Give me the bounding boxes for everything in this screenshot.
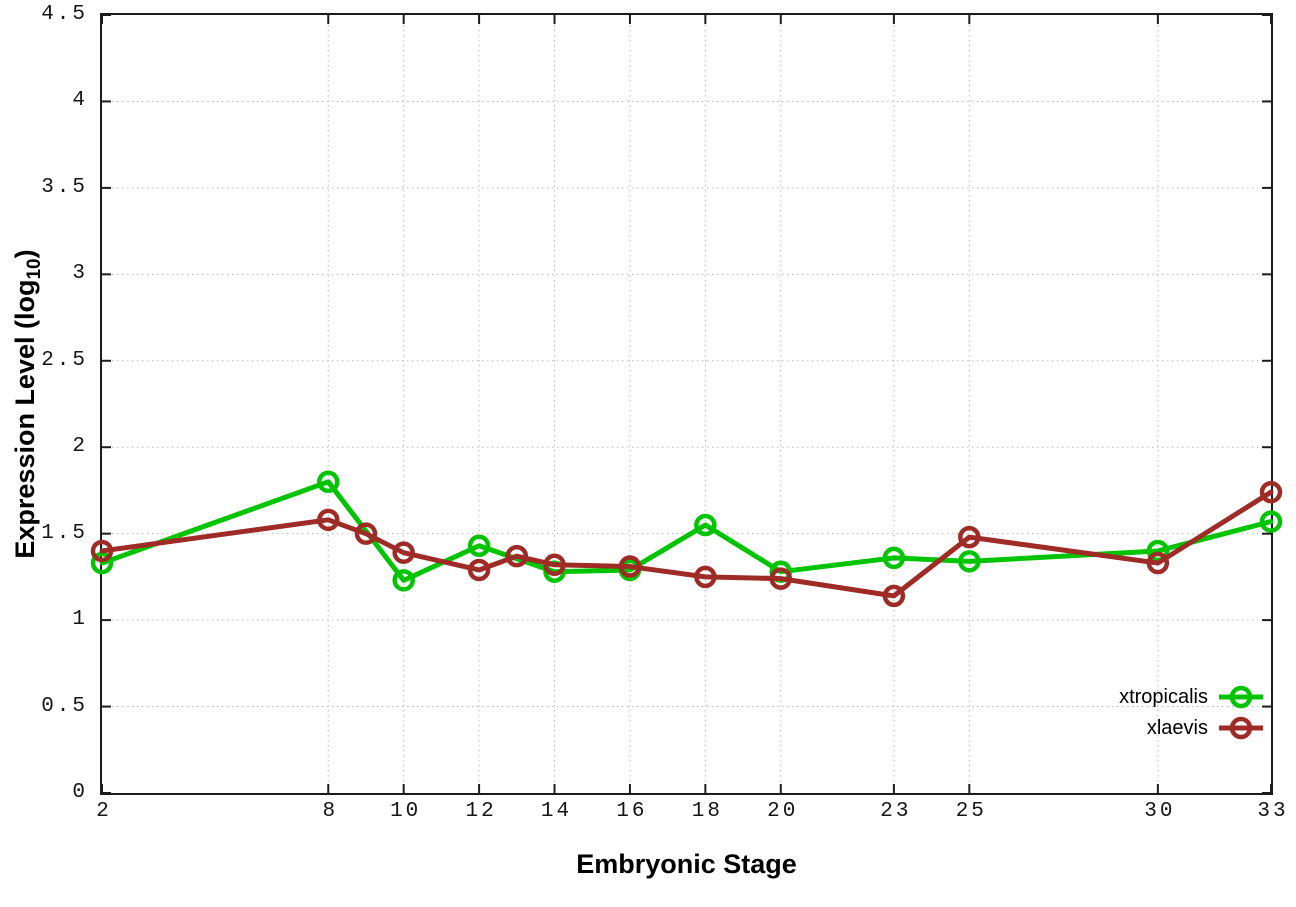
x-tick-label: 20 [767,800,799,823]
legend-item-xlaevis: xlaevis [1147,715,1264,741]
data-point-xlaevis [769,567,793,590]
data-point-xlaevis [1146,551,1170,575]
data-point-xlaevis [694,565,717,589]
y-axis-title: Expression Level (log10) [10,249,46,558]
data-point-xlaevis [354,522,378,545]
legend-marker-xlaevis-icon [1219,716,1263,740]
data-point-xtropicalis [90,551,114,575]
series-line-xlaevis [99,489,1274,599]
data-point-xtropicalis [392,569,415,592]
plot-area [100,13,1273,795]
x-tick-label: 16 [616,800,648,823]
data-point-xlaevis [958,525,981,549]
x-tick-label: 12 [465,800,497,823]
data-point-xlaevis [317,508,340,532]
y-axis-title-end: ) [9,249,40,259]
series-line-xtropicalis [99,479,1274,583]
data-point-xlaevis [543,553,566,577]
x-tick-label: 25 [955,800,987,823]
legend-item-xtropicalis: xtropicalis [1119,684,1264,710]
plot-svg [90,14,1283,794]
x-tick-label: 18 [691,800,723,823]
x-tick-label: 8 [322,800,339,823]
x-tick-label: 14 [540,800,573,823]
y-tick-label: 0.5 [41,694,88,718]
x-axis-title: Embryonic Stage [576,849,797,879]
x-tick-label: 33 [1257,800,1289,823]
data-point-xtropicalis [882,546,906,570]
data-point-xtropicalis [467,534,491,558]
legend-marker-xtropicalis-icon [1219,685,1263,709]
y-tick-label: 3 [72,262,88,286]
data-point-xtropicalis [317,470,340,494]
y-tick-label: 4.5 [41,3,88,26]
data-point-xlaevis [90,539,114,563]
y-axis-title-main: Expression Level (log [9,279,40,559]
x-tick-label: 10 [390,800,422,823]
data-point-xlaevis [1259,480,1283,504]
legend: xtropicalis xlaevis [1119,684,1264,741]
y-tick-label: 2.5 [41,348,88,372]
data-point-xlaevis [618,555,642,578]
legend-label-xtropicalis: xtropicalis [1119,685,1208,708]
y-tick-label: 3.5 [41,175,88,199]
data-point-xlaevis [392,541,415,564]
x-tick-label: 23 [880,800,912,823]
data-point-xlaevis [882,584,906,608]
data-point-xtropicalis [1259,510,1283,533]
y-tick-label: 1.5 [41,521,88,545]
data-point-xtropicalis [1146,539,1170,563]
y-tick-label: 0 [72,781,88,804]
y-tick-label: 2 [72,435,88,459]
data-point-xlaevis [467,558,491,582]
x-tick-label: 30 [1144,800,1176,823]
data-point-xtropicalis [958,550,981,573]
x-tick-label: 2 [96,800,112,823]
data-point-xtropicalis [694,513,717,537]
y-tick-label: 4 [72,89,88,113]
legend-label-xlaevis: xlaevis [1146,716,1208,739]
y-tick-label: 1 [72,608,88,632]
data-point-xlaevis [505,544,529,568]
